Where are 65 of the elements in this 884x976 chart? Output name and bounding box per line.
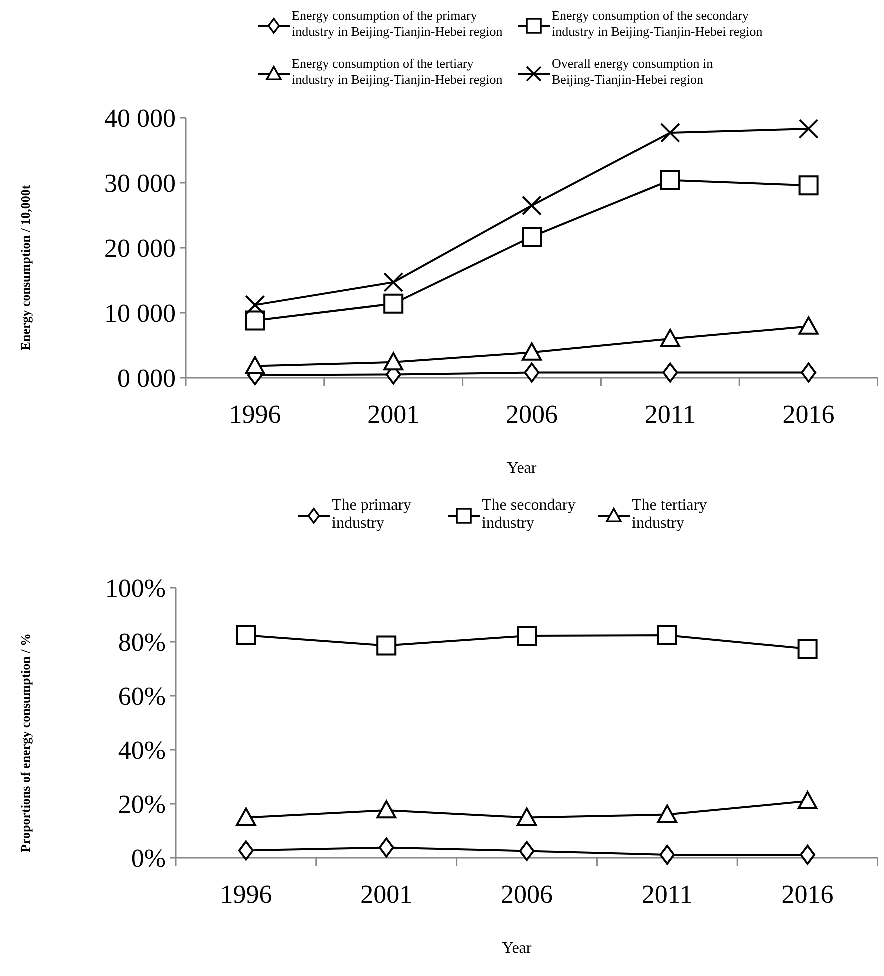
point [660, 329, 680, 348]
x-tick-label: 1996 [220, 880, 272, 909]
point [245, 356, 266, 374]
point [522, 196, 542, 216]
y-tick-label: 80% [118, 628, 166, 658]
x-tick-label: 2016 [782, 880, 834, 909]
x-tick-label: 2011 [642, 880, 693, 909]
point [524, 362, 540, 383]
point [376, 800, 397, 819]
point [660, 845, 676, 866]
x-tick-label: 2001 [360, 880, 413, 909]
point [245, 310, 266, 331]
point [517, 626, 537, 646]
y-axis-title: Proportions of energy consumption / % [18, 634, 33, 852]
point [660, 170, 680, 190]
point [798, 119, 819, 140]
y-tick-label: 20% [118, 790, 166, 820]
point [519, 841, 535, 862]
point [384, 352, 404, 371]
x-tick-label: 2011 [644, 400, 696, 429]
x-tick-label: 2006 [506, 400, 558, 429]
legend-label: The secondary industry [482, 497, 576, 532]
point [657, 804, 678, 823]
y-tick-label: 30 000 [104, 169, 176, 198]
legend-label: The primary industry [332, 497, 412, 532]
x-tick-label: 2001 [368, 400, 420, 429]
x-axis-title: Year [502, 940, 532, 957]
point [522, 226, 542, 247]
y-tick-label: 100% [105, 574, 166, 604]
point [662, 362, 678, 383]
y-tick-label: 0% [131, 844, 166, 874]
x-tick-label: 2016 [782, 400, 835, 429]
point [238, 840, 254, 861]
point [798, 316, 819, 335]
y-axis-title: Energy consumption / 10,000t [18, 184, 33, 351]
x-tick-label: 1996 [229, 400, 282, 429]
point [800, 845, 816, 866]
point [378, 838, 394, 858]
y-tick-label: 10 000 [104, 299, 176, 328]
point [376, 636, 397, 656]
point [522, 342, 542, 361]
point [798, 639, 818, 660]
point [245, 295, 266, 316]
legend-label: Energy consumption of the secondary industry in Beijing-Tianjin-Hebei region [552, 8, 764, 39]
y-tick-label: 0 000 [118, 364, 176, 394]
point [236, 808, 256, 826]
y-tick-label: 40 000 [104, 104, 176, 134]
x-tick-label: 2006 [501, 880, 553, 909]
legend-label: Energy consumption of the primary industry in Beijing-Tianjin-Hebei region [292, 8, 504, 39]
y-tick-label: 60% [118, 682, 166, 712]
point [657, 626, 678, 646]
point [384, 272, 404, 292]
point [384, 294, 404, 314]
point [798, 176, 819, 196]
y-tick-label: 40% [118, 736, 166, 766]
legend-label: Energy consumption of the tertiary industry in Beijing-Tianjin-Hebei region [292, 56, 504, 87]
y-tick-label: 20 000 [104, 234, 176, 264]
point [798, 791, 818, 810]
legend-label: Overall energy consumption in Beijing-Tianjin-Hebei region [552, 56, 714, 87]
legend-label: The tertiary industry [632, 497, 708, 532]
point [801, 362, 817, 383]
point [660, 122, 680, 143]
x-axis-title: Year [507, 460, 538, 477]
point [517, 808, 537, 826]
point [236, 626, 256, 646]
